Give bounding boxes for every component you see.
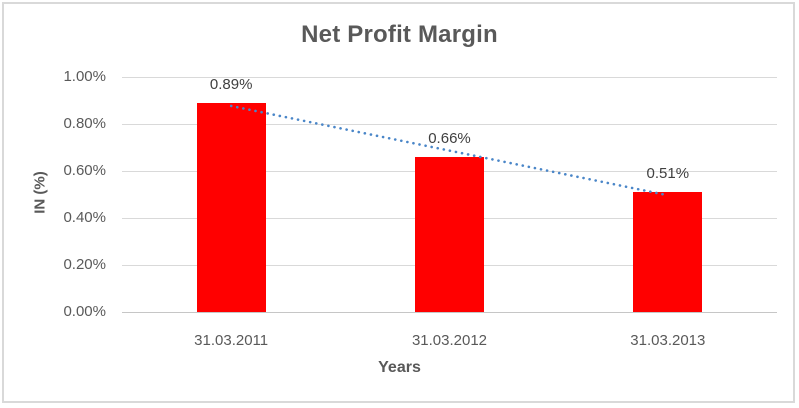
bar-value-label: 0.51% bbox=[646, 165, 690, 183]
x-axis-tick-label: 31.03.2012 bbox=[411, 332, 488, 349]
bar bbox=[633, 192, 703, 312]
bar-value-label: 0.66% bbox=[428, 129, 471, 147]
y-axis-tick-label: 1.00% bbox=[63, 68, 106, 85]
y-axis-tick-label: 0.80% bbox=[63, 115, 106, 132]
chart-border bbox=[2, 2, 795, 403]
y-axis-tick-label: 0.00% bbox=[63, 303, 106, 320]
x-axis-title: Years bbox=[378, 359, 421, 376]
bar bbox=[196, 102, 266, 312]
y-axis-title: IN (%) bbox=[31, 171, 49, 214]
x-axis-line bbox=[122, 311, 777, 313]
y-axis-tick-label: 0.60% bbox=[63, 162, 106, 179]
y-axis-tick-label: 0.40% bbox=[63, 209, 106, 226]
y-axis-tick-label: 0.20% bbox=[63, 256, 106, 273]
bar bbox=[415, 156, 484, 312]
x-axis-tick-label: 31.03.2011 bbox=[194, 332, 269, 349]
bar-value-label: 0.89% bbox=[209, 75, 253, 93]
x-axis-tick-label: 31.03.2013 bbox=[630, 332, 706, 349]
gridline bbox=[122, 76, 777, 78]
chart-title: Net Profit Margin bbox=[301, 21, 498, 48]
